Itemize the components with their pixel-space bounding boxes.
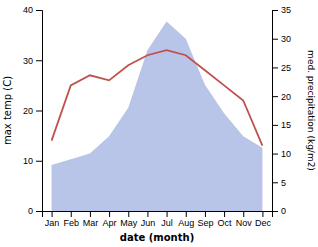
y2-axis-tick: 15 <box>272 120 291 130</box>
y-axis-tick: 30 <box>23 56 42 66</box>
tick-mark <box>243 211 244 217</box>
y-axis: 0 10 20 30 40 <box>23 5 43 216</box>
tick-mark <box>36 161 42 162</box>
precipitation-area <box>52 21 263 211</box>
tick-label: Oct <box>218 218 233 228</box>
tick-label: Mar <box>83 218 99 228</box>
tick-mark <box>262 211 263 217</box>
y-axis-tick: 0 <box>28 206 42 216</box>
tick-label: Dec <box>255 218 272 228</box>
tick-mark <box>272 154 278 155</box>
tick-mark <box>90 211 91 217</box>
tick-label: 20 <box>23 106 33 116</box>
tick-label: 0 <box>28 206 33 216</box>
x-axis-tick: Apr <box>103 211 117 228</box>
tick-mark <box>147 211 148 217</box>
y2-axis-tick: 35 <box>272 5 291 15</box>
tick-mark <box>52 211 53 217</box>
tick-label: 5 <box>281 178 286 188</box>
tick-label: 30 <box>281 34 291 44</box>
y2-axis-title: med. precipitation (kg/m2) <box>306 50 316 171</box>
x-axis-tick: Aug <box>178 211 194 228</box>
tick-label: 0 <box>281 206 286 216</box>
x-axis: JanFeb Mar AprMayJun Jul AugSep OctNovDec <box>43 211 273 228</box>
y-axis-tick: 10 <box>23 156 42 166</box>
x-axis-tick: Sep <box>197 211 213 228</box>
tick-label: 40 <box>23 5 33 15</box>
tick-label: Jul <box>161 218 173 228</box>
tick-mark <box>36 211 42 212</box>
tick-label: Aug <box>178 218 194 228</box>
tick-label: 15 <box>281 120 291 130</box>
tick-mark <box>71 211 72 217</box>
tick-mark <box>36 10 42 11</box>
tick-mark <box>272 182 278 183</box>
y2-axis-tick: 5 <box>272 178 286 188</box>
y-axis-title: max temp (C) <box>2 76 13 145</box>
y2-axis: 0 5 10 15 20 25 30 35 <box>272 5 291 216</box>
tick-label: 35 <box>281 5 291 15</box>
tick-mark <box>272 10 278 11</box>
tick-label: 20 <box>281 92 291 102</box>
plot-area <box>52 21 263 211</box>
tick-mark <box>109 211 110 217</box>
tick-label: Apr <box>103 218 117 228</box>
x-axis-tick: Dec <box>255 211 272 228</box>
tick-mark <box>128 211 129 217</box>
tick-label: Sep <box>197 218 213 228</box>
y-axis-tick: 20 <box>23 106 42 116</box>
tick-mark <box>272 211 278 212</box>
x-axis-tick: Feb <box>63 211 79 228</box>
tick-label: Feb <box>63 218 79 228</box>
tick-mark <box>186 211 187 217</box>
y2-axis-tick: 0 <box>272 206 286 216</box>
x-axis-tick: Jan <box>45 211 60 228</box>
y2-axis-tick: 10 <box>272 149 291 159</box>
tick-label: 10 <box>281 149 291 159</box>
tick-mark <box>272 96 278 97</box>
y2-axis-tick: 20 <box>272 92 291 102</box>
x-axis-tick: Oct <box>218 211 233 228</box>
x-axis-line <box>43 212 273 218</box>
temperature-line <box>52 50 263 145</box>
tick-mark <box>36 111 42 112</box>
y-axis-tick: 40 <box>23 5 42 15</box>
tick-mark <box>224 211 225 217</box>
chart: JanFeb Mar AprMayJun Jul AugSep OctNovDec 0 10 2… <box>0 0 318 247</box>
tick-mark <box>272 67 278 68</box>
tick-mark <box>36 60 42 61</box>
y-axis-line <box>36 11 43 212</box>
tick-label: Jun <box>141 218 156 228</box>
tick-label: 25 <box>281 63 291 73</box>
tick-label: 30 <box>23 56 33 66</box>
x-axis-tick: Nov <box>236 211 253 228</box>
x-axis-tick: Jul <box>161 211 173 228</box>
tick-mark <box>167 211 168 217</box>
x-axis-title: date (month) <box>120 232 194 243</box>
tick-mark <box>272 39 278 40</box>
x-axis-tick: Jun <box>141 211 156 228</box>
tick-mark <box>205 211 206 217</box>
tick-mark <box>272 125 278 126</box>
y2-axis-tick: 30 <box>272 34 291 44</box>
tick-label: 10 <box>23 156 33 166</box>
y2-axis-tick: 25 <box>272 63 291 73</box>
x-axis-tick: May <box>120 211 138 228</box>
y2-axis-line <box>273 11 279 212</box>
tick-label: May <box>120 218 138 228</box>
tick-label: Jan <box>45 218 60 228</box>
tick-label: Nov <box>236 218 253 228</box>
x-axis-tick: Mar <box>83 211 99 228</box>
